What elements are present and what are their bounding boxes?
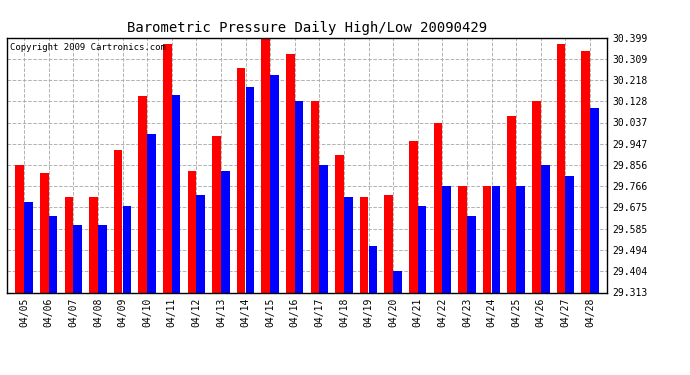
Bar xyxy=(344,197,353,292)
Bar xyxy=(24,202,33,292)
Bar xyxy=(418,206,426,292)
Bar xyxy=(566,176,574,292)
Bar xyxy=(172,95,181,292)
Bar xyxy=(335,154,344,292)
Bar xyxy=(15,165,24,292)
Bar xyxy=(590,108,599,292)
Bar xyxy=(433,123,442,292)
Bar xyxy=(40,174,48,292)
Bar xyxy=(393,271,402,292)
Bar xyxy=(516,186,525,292)
Bar xyxy=(467,216,475,292)
Bar xyxy=(557,44,565,292)
Bar xyxy=(310,101,319,292)
Bar xyxy=(270,75,279,292)
Title: Barometric Pressure Daily High/Low 20090429: Barometric Pressure Daily High/Low 20090… xyxy=(127,21,487,35)
Bar xyxy=(188,171,196,292)
Bar xyxy=(89,197,98,292)
Bar xyxy=(541,165,549,292)
Text: Copyright 2009 Cartronics.com: Copyright 2009 Cartronics.com xyxy=(10,43,166,52)
Bar xyxy=(246,87,255,292)
Bar xyxy=(262,38,270,292)
Bar xyxy=(123,206,131,292)
Bar xyxy=(73,225,82,292)
Bar xyxy=(492,186,500,292)
Bar xyxy=(98,225,107,292)
Bar xyxy=(286,54,295,292)
Bar xyxy=(442,186,451,292)
Bar xyxy=(409,141,417,292)
Bar xyxy=(458,186,467,292)
Bar xyxy=(65,197,73,292)
Bar xyxy=(581,51,590,292)
Bar xyxy=(359,197,368,292)
Bar xyxy=(221,171,230,292)
Bar xyxy=(532,101,541,292)
Bar xyxy=(139,96,147,292)
Bar xyxy=(197,195,205,292)
Bar xyxy=(49,216,57,292)
Bar xyxy=(147,134,156,292)
Bar xyxy=(295,101,304,292)
Bar xyxy=(368,246,377,292)
Bar xyxy=(319,165,328,292)
Bar xyxy=(483,186,491,292)
Bar xyxy=(163,44,172,292)
Bar xyxy=(384,195,393,292)
Bar xyxy=(114,150,122,292)
Bar xyxy=(213,136,221,292)
Bar xyxy=(237,68,246,292)
Bar xyxy=(507,116,516,292)
